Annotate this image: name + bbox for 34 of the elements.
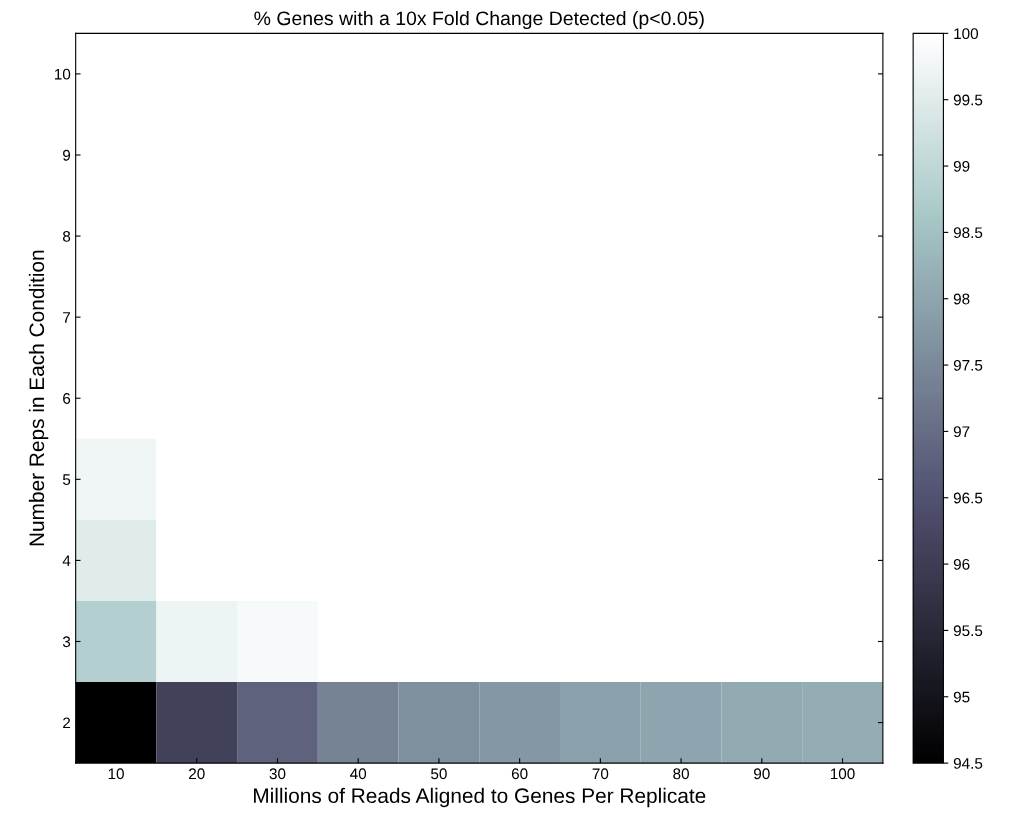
chart-title: % Genes with a 10x Fold Change Detected (p<0.05)	[254, 10, 704, 30]
x-tick-label: 80	[673, 768, 689, 780]
color-bar-label: 99	[953, 160, 970, 172]
y-axis-title: Number Reps in Each Condition	[28, 250, 49, 546]
y-tick-label: 2	[63, 717, 71, 729]
color-bar-label: 95	[953, 691, 970, 703]
color-bar-label: 98.5	[953, 227, 983, 239]
y-tick-label: 3	[62, 636, 71, 648]
y-tick-label: 7	[63, 312, 71, 323]
x-axis-title: Millions of Reads Aligned to Genes Per Replicate	[254, 787, 706, 808]
x-tick-label: 100	[830, 768, 855, 780]
x-tick-label: 40	[350, 768, 367, 780]
x-tick-label: 90	[754, 768, 770, 780]
x-tick-label: 30	[269, 768, 286, 780]
color-bar-label: 95.5	[953, 625, 983, 637]
y-tick-label: 8	[62, 230, 71, 242]
x-tick-label: 20	[189, 768, 205, 780]
y-tick-label: 4	[62, 555, 71, 566]
y-tick-label: 10	[54, 68, 71, 80]
x-tick-label: 50	[431, 768, 447, 780]
color-bar-label: 97.5	[953, 359, 983, 371]
color-bar-label: 96	[953, 558, 970, 570]
x-tick-label: 10	[108, 768, 124, 780]
color-bar-label: 94.5	[953, 757, 983, 769]
color-bar-label: 97	[953, 426, 970, 438]
x-tick-label: 70	[592, 768, 609, 780]
y-tick-label: 5	[62, 474, 71, 485]
color-bar-label: 98	[953, 293, 970, 305]
color-bar-label: 96.5	[953, 492, 983, 504]
color-bar-label: 100	[954, 28, 979, 40]
x-tick-label: 60	[511, 768, 528, 780]
color-bar-label: 99.5	[953, 94, 983, 106]
y-tick-label: 6	[63, 393, 71, 404]
y-tick-label: 9	[63, 149, 71, 161]
